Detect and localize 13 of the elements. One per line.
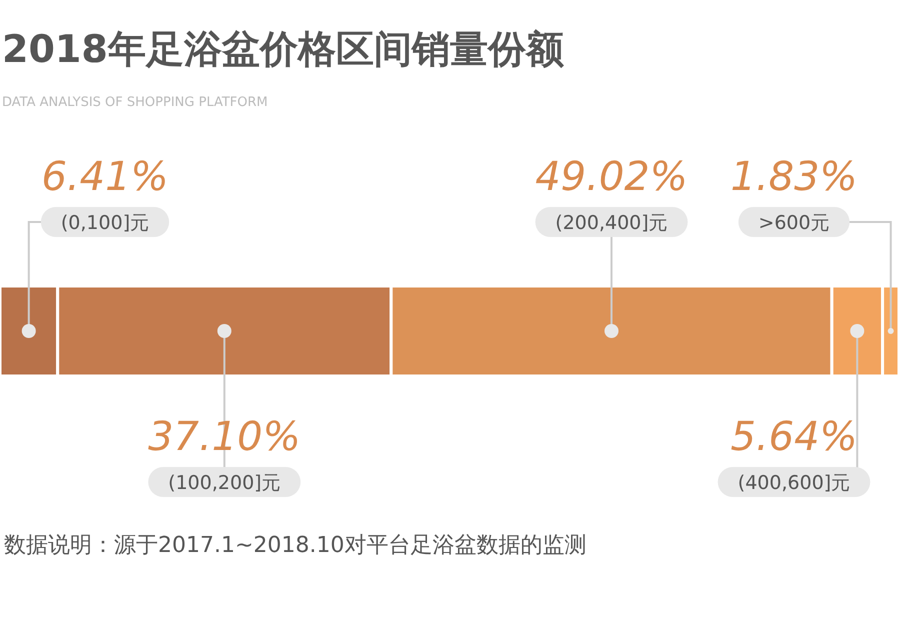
text: (0,100]元 <box>60 212 150 234</box>
text: (400,600]元 <box>738 472 850 494</box>
chart-title: 2018年足浴盆价格区间销量份额 <box>2 27 564 71</box>
chart-subtitle: DATA ANALYSIS OF SHOPPING PLATFORM <box>2 95 268 110</box>
text: >600元 <box>758 212 830 234</box>
text: 数据说明：源于2017.1~2018.10对平台足浴盆数据的监测 <box>4 533 586 558</box>
text: (200,400]元 <box>555 212 668 234</box>
data-label: 1.83% <box>730 154 858 200</box>
text: (100,200]元 <box>168 472 281 494</box>
data-label: 6.41% <box>41 154 169 200</box>
data-label: 37.10% <box>148 414 301 460</box>
data-label: 5.64% <box>730 414 858 460</box>
data-label: 49.02% <box>535 154 688 200</box>
